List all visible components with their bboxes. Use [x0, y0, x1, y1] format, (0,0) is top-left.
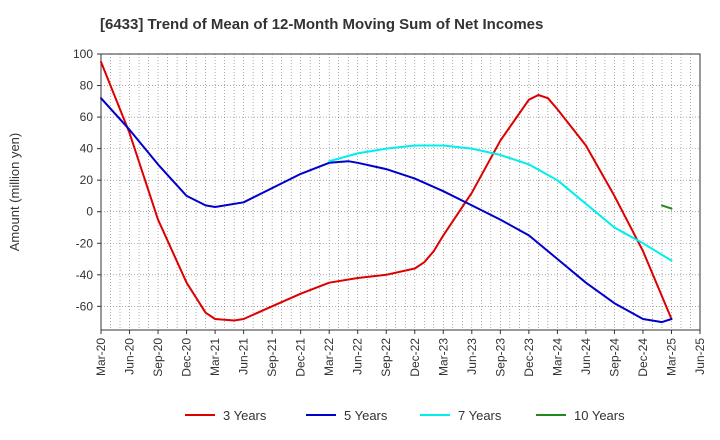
legend-label: 5 Years — [344, 408, 388, 423]
chart-title: [6433] Trend of Mean of 12-Month Moving … — [100, 16, 544, 33]
legend-label: 3 Years — [223, 408, 267, 423]
y-tick-label: 100 — [73, 47, 93, 61]
legend-label: 10 Years — [574, 408, 625, 423]
y-tick-label: 60 — [80, 110, 94, 124]
series-lines — [100, 60, 673, 324]
y-tick-label: 80 — [80, 79, 94, 93]
x-tick-label: Dec-23 — [522, 338, 536, 377]
legend: 3 Years 5 Years 7 Years 10 Years — [185, 408, 625, 423]
x-tick-label: Mar-23 — [436, 338, 450, 376]
x-tick-label: Jun-24 — [579, 338, 593, 375]
y-tick-label: 0 — [86, 205, 93, 219]
x-tick-label: Sep-24 — [607, 338, 621, 377]
x-tick-label: Mar-21 — [208, 338, 222, 376]
y-axis: 100 80 60 40 20 0 -20 -40 -60 — [73, 47, 101, 313]
y-tick-label: -40 — [76, 268, 94, 282]
x-tick-label: Mar-20 — [94, 338, 108, 376]
x-tick-label: Dec-22 — [408, 338, 422, 377]
x-tick-label: Dec-20 — [180, 338, 194, 377]
y-tick-label: 20 — [80, 173, 94, 187]
x-tick-label: Dec-24 — [636, 338, 650, 377]
plot-frame — [100, 53, 701, 331]
x-tick-label: Jun-21 — [237, 338, 251, 375]
x-axis: Mar-20 Jun-20 Sep-20 Dec-20 Mar-21 Jun-21 Sep-… — [94, 330, 707, 377]
x-tick-label: Sep-20 — [151, 338, 165, 377]
x-tick-label: Mar-22 — [322, 338, 336, 376]
legend-label: 7 Years — [458, 408, 502, 423]
series-line-1 — [100, 60, 673, 322]
y-tick-label: 40 — [80, 142, 94, 156]
x-tick-label: Jun-25 — [693, 338, 707, 375]
x-tick-label: Jun-23 — [465, 338, 479, 375]
y-tick-label: -20 — [76, 236, 94, 250]
x-tick-label: Jun-20 — [123, 338, 137, 375]
x-tick-label: Dec-21 — [294, 338, 308, 377]
x-tick-label: Mar-24 — [550, 338, 564, 376]
x-tick-label: Sep-23 — [493, 338, 507, 377]
y-tick-label: -60 — [76, 299, 94, 313]
series-line-3 — [328, 144, 673, 262]
grid — [101, 53, 700, 330]
x-tick-label: Mar-25 — [664, 338, 678, 376]
x-tick-label: Jun-22 — [351, 338, 365, 375]
x-tick-label: Sep-22 — [379, 338, 393, 377]
y-axis-label: Amount (million yen) — [7, 133, 22, 252]
series-line-4 — [661, 204, 673, 210]
series-line-2 — [100, 97, 673, 324]
x-tick-label: Sep-21 — [265, 338, 279, 377]
